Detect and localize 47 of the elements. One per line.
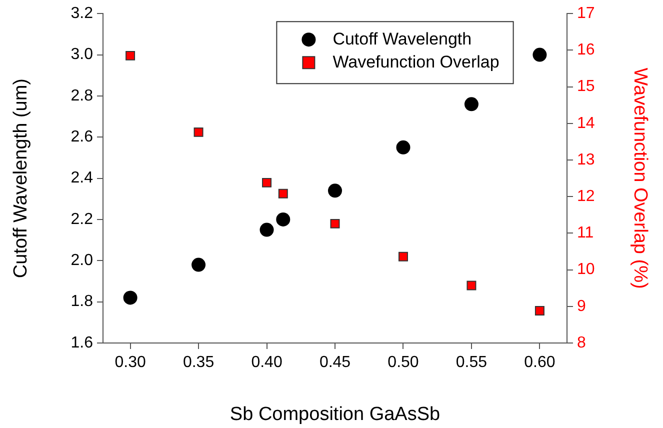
point xyxy=(328,184,342,198)
y-tick-label: 1.8 xyxy=(70,293,94,310)
point xyxy=(398,252,408,262)
x-tick-label: 0.30 xyxy=(114,354,146,372)
y2-tick-label: 15 xyxy=(577,78,595,96)
point xyxy=(126,50,136,60)
y2-tick-label: 17 xyxy=(577,5,595,22)
y-axis-title: Cutoff Wavelength (um) xyxy=(10,78,32,278)
y2-tick-label: 13 xyxy=(577,151,595,168)
y-tick-label: 2.8 xyxy=(70,87,94,104)
x-tick-label: 0.35 xyxy=(182,354,214,372)
point xyxy=(262,178,272,188)
x-axis-title: Sb Composition GaAsSb xyxy=(230,404,440,425)
y2-tick-label: 10 xyxy=(577,261,595,278)
x-tick-label: 0.50 xyxy=(388,354,419,372)
x-tick-label: 0.45 xyxy=(319,354,351,372)
y-tick-label: 2.0 xyxy=(70,252,94,270)
y-tick-label: 2.2 xyxy=(70,210,94,228)
point xyxy=(330,218,340,228)
point xyxy=(534,306,544,316)
y-tick-label: 3.2 xyxy=(70,5,94,22)
x-tick-label: 0.60 xyxy=(524,354,556,372)
y2-tick-label: 11 xyxy=(577,224,594,242)
point xyxy=(123,290,138,305)
y-tick-label: 2.4 xyxy=(70,170,94,187)
point xyxy=(194,127,204,137)
y2-axis-title: Wavefunction Overlap (%) xyxy=(629,68,650,289)
y-tick-label: 1.6 xyxy=(70,334,94,352)
point xyxy=(396,140,410,154)
y2-tick-label: 14 xyxy=(577,114,595,132)
point xyxy=(192,258,206,272)
y-tick-label: 2.6 xyxy=(70,128,94,146)
y2-tick-label: 12 xyxy=(577,188,595,206)
point xyxy=(276,212,290,226)
x-tick-label: 0.40 xyxy=(251,354,282,372)
y2-tick-label: 16 xyxy=(577,42,595,59)
y2-tick-label: 8 xyxy=(577,334,586,352)
y-tick-label: 3.0 xyxy=(70,46,94,64)
point xyxy=(260,222,274,237)
x-tick-label: 0.55 xyxy=(456,354,488,372)
point xyxy=(464,97,478,112)
point xyxy=(278,188,288,198)
y2-tick-label: 9 xyxy=(577,298,586,315)
legend-label: Cutoff Wavelength xyxy=(332,29,472,48)
point xyxy=(466,280,476,290)
point xyxy=(532,48,547,62)
legend-label: Wavefunction Overlap xyxy=(332,52,500,72)
